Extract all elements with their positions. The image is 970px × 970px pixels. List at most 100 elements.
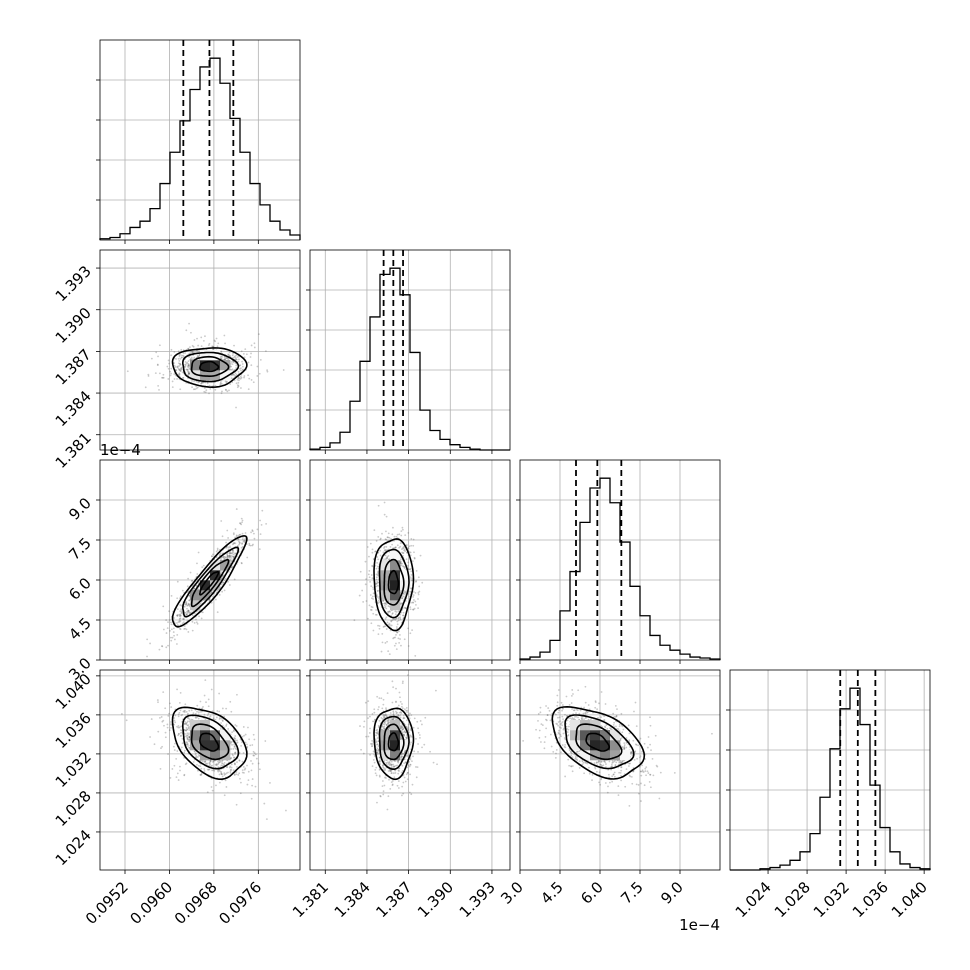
density-pixel	[200, 750, 211, 761]
scatter-point	[392, 711, 395, 714]
scatter-point	[170, 621, 172, 624]
scatter-point	[239, 377, 242, 380]
scatter-point	[157, 701, 159, 704]
scatter-point	[185, 727, 188, 729]
scatter-point	[222, 762, 224, 765]
scatter-point	[234, 735, 237, 737]
scatter-point	[417, 750, 419, 753]
scatter-point	[188, 355, 191, 358]
scatter-point	[377, 573, 380, 575]
scatter-point	[418, 734, 421, 736]
scatter-point	[221, 760, 223, 763]
scatter-point	[178, 617, 181, 620]
density-pixel	[210, 360, 221, 371]
scatter-point	[393, 535, 396, 538]
scatter-point	[395, 648, 398, 651]
scatter-point	[209, 761, 211, 764]
scatter-point	[404, 607, 407, 610]
scatter-point	[220, 520, 223, 522]
scatter-point	[188, 372, 191, 375]
scatter-point	[187, 364, 190, 367]
scatter-point	[400, 644, 402, 647]
scatter-point	[376, 749, 379, 752]
scatter-point	[185, 735, 187, 738]
scatter-point	[229, 545, 231, 548]
scatter-point	[380, 650, 383, 653]
scatter-point	[371, 765, 374, 768]
scatter-point	[236, 384, 239, 387]
scatter-point	[144, 386, 147, 389]
density-pixel	[390, 580, 401, 591]
scatter-point	[243, 540, 246, 542]
scatter-point	[230, 566, 233, 569]
scatter-point	[162, 691, 165, 694]
scatter-point	[198, 754, 200, 757]
scatter-point	[162, 605, 165, 608]
scatter-point	[414, 591, 417, 594]
scatter-point	[362, 752, 365, 755]
scatter-point	[196, 756, 199, 758]
scatter-point	[232, 555, 234, 558]
scatter-point	[185, 723, 187, 726]
scatter-point	[412, 601, 414, 604]
scatter-point	[252, 733, 255, 736]
scatter-point	[233, 729, 235, 732]
scatter-point	[225, 389, 227, 391]
scatter-point	[149, 736, 151, 738]
scatter-point	[208, 342, 211, 345]
scatter-point	[415, 580, 418, 582]
scatter-point	[386, 555, 389, 558]
scatter-point	[182, 618, 184, 621]
scatter-point	[400, 705, 403, 708]
scatter-point	[383, 713, 386, 716]
scatter-point	[383, 769, 386, 772]
scatter-point	[404, 731, 407, 734]
scatter-point	[419, 720, 422, 722]
scatter-point	[179, 620, 182, 623]
scatter-point	[191, 614, 194, 617]
scatter-point	[415, 580, 417, 583]
scatter-point	[174, 742, 176, 745]
scatter-point	[410, 741, 412, 744]
scatter-point	[193, 356, 196, 359]
scatter-point	[194, 753, 197, 756]
scatter-point	[241, 363, 244, 365]
density-pixel	[390, 560, 401, 571]
scatter-point	[375, 576, 378, 579]
scatter-point	[232, 373, 235, 376]
scatter-point	[250, 760, 252, 762]
contour-line	[190, 355, 230, 377]
scatter-point	[381, 632, 384, 635]
scatter-point	[405, 590, 408, 593]
scatter-point	[401, 726, 404, 729]
scatter-point	[180, 611, 183, 614]
scatter-point	[184, 732, 186, 735]
scatter-point	[229, 772, 232, 774]
scatter-point	[402, 595, 405, 598]
scatter-point	[377, 571, 379, 574]
scatter-point	[246, 783, 249, 786]
scatter-point	[410, 587, 413, 590]
scatter-point	[411, 560, 414, 563]
scatter-point	[388, 558, 390, 561]
scatter-point	[241, 741, 243, 744]
scatter-point	[394, 710, 397, 713]
scatter-point	[201, 611, 204, 614]
scatter-point	[404, 534, 407, 537]
scatter-point	[184, 603, 187, 606]
scatter-point	[391, 613, 394, 615]
scatter-point	[402, 611, 405, 614]
scatter-point	[204, 391, 207, 394]
scatter-point	[232, 730, 235, 733]
scatter-point	[225, 556, 228, 559]
scatter-point	[228, 556, 230, 558]
scatter-point	[234, 751, 237, 754]
scatter-point	[243, 734, 245, 737]
scatter-point	[187, 724, 190, 726]
scatter-point	[226, 552, 229, 555]
scatter-point	[248, 544, 251, 547]
scatter-point	[240, 562, 243, 564]
scatter-point	[250, 352, 252, 355]
scatter-point	[401, 595, 404, 597]
scatter-point	[225, 723, 228, 726]
